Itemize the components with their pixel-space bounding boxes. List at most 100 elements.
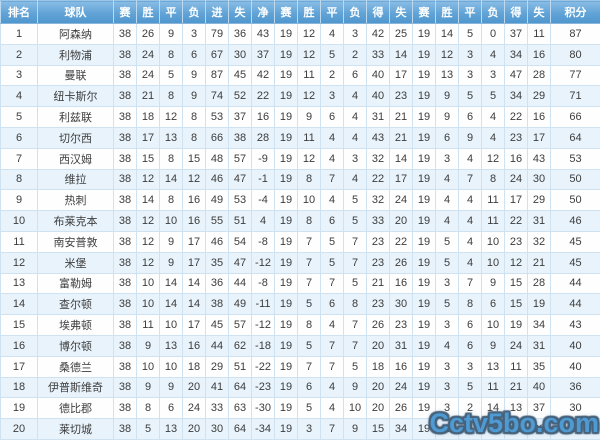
cell-t-lost: 16: [182, 334, 206, 357]
cell-t-lost: 14: [182, 293, 206, 316]
cell-a-lost: 6: [481, 293, 505, 316]
cell-t-gd: -18: [251, 334, 275, 357]
cell-a-gf: 47: [504, 64, 528, 87]
team-name-cell: 查尔顿: [37, 293, 114, 316]
cell-h-won: 5: [297, 334, 321, 357]
team-name-cell: 维拉: [37, 168, 114, 191]
cell-a-won: 3: [435, 147, 459, 170]
cell-h-ga: 14: [389, 43, 413, 66]
cell-t-played: 38: [113, 189, 137, 212]
cell-a-gf: 21: [504, 376, 528, 399]
table-row: 4 纽卡斯尔 38 21 8 9 74 52 22 19 12 3 4 40 23 19 9 5 5 34 29 71: [0, 85, 600, 108]
cell-h-played: 19: [274, 334, 298, 357]
cell-t-gf: 35: [205, 251, 229, 274]
cell-points: 45: [550, 251, 600, 274]
cell-t-lost: 6: [182, 43, 206, 66]
cell-h-drawn: 4: [320, 376, 344, 399]
cell-rank: 11: [0, 230, 38, 253]
cell-h-drawn: 4: [320, 126, 344, 149]
cell-h-lost: 7: [343, 334, 367, 357]
cell-h-gf: 33: [366, 210, 390, 232]
team-name-cell: 伊普斯维奇: [37, 376, 114, 399]
cell-h-lost: 8: [343, 293, 367, 316]
cell-rank: 8: [0, 168, 38, 191]
cell-h-won: 9: [297, 106, 321, 128]
cell-h-won: 12: [297, 85, 321, 108]
cell-h-drawn: 5: [320, 251, 344, 274]
cell-rank: 17: [0, 355, 38, 378]
cell-a-drawn: 3: [458, 43, 482, 66]
cell-h-played: 19: [274, 397, 298, 420]
cell-t-gd: 43: [251, 23, 275, 45]
cell-a-ga: 35: [527, 355, 551, 378]
cell-t-played: 38: [113, 43, 137, 66]
cell-points: 50: [550, 168, 600, 191]
cell-h-played: 19: [274, 314, 298, 336]
cell-h-lost: 4: [343, 168, 367, 191]
team-name-cell: 德比郡: [37, 397, 114, 420]
cell-t-played: 38: [113, 272, 137, 295]
cell-a-gf: 24: [504, 334, 528, 357]
cell-t-won: 12: [136, 210, 160, 232]
team-name-cell: 纽卡斯尔: [37, 85, 114, 108]
table-row: 7 西汉姆 38 15 8 15 48 57 -9 19 12 4 3 32 14 19 3 4 12 16 43 53: [0, 147, 600, 170]
cell-h-lost: 7: [343, 230, 367, 253]
cell-h-played: 19: [274, 189, 298, 212]
cell-h-played: 19: [274, 106, 298, 128]
cell-points: 53: [550, 147, 600, 170]
cell-points: 71: [550, 85, 600, 108]
cell-h-gf: 31: [366, 106, 390, 128]
table-row: 5 利兹联 38 18 12 8 53 37 16 19 9 6 4 31 21 19 9 6 4 22 16 66: [0, 106, 600, 128]
table-row: 20 莱切城 38 5 13 20 30 64 -34 19 3 7 9 15 34 19 2 6 11 15 30 28: [0, 418, 600, 440]
cell-a-played: 19: [412, 334, 436, 357]
cell-h-played: 19: [274, 23, 298, 45]
table-row: 13 富勒姆 38 10 14 14 36 44 -8 19 7 7 5 21 16 19 3 7 9 15 28 44: [0, 272, 600, 295]
cell-a-ga: 34: [527, 314, 551, 336]
cell-a-played: 19: [412, 418, 436, 440]
cell-a-drawn: 7: [458, 168, 482, 191]
cell-a-gf: 16: [504, 147, 528, 170]
cell-h-ga: 30: [389, 293, 413, 316]
cell-points: 44: [550, 293, 600, 316]
cell-t-lost: 12: [182, 168, 206, 191]
cell-t-ga: 47: [228, 251, 252, 274]
cell-a-played: 19: [412, 272, 436, 295]
cell-t-played: 38: [113, 126, 137, 149]
cell-a-lost: 14: [481, 397, 505, 420]
column-header-t-gd: 净: [251, 0, 275, 24]
cell-a-won: 3: [435, 272, 459, 295]
cell-t-ga: 54: [228, 230, 252, 253]
cell-t-drawn: 10: [159, 355, 183, 378]
team-name-cell: 米堡: [37, 251, 114, 274]
cell-points: 80: [550, 43, 600, 66]
team-name-cell: 西汉姆: [37, 147, 114, 170]
cell-t-gd: -22: [251, 355, 275, 378]
cell-h-ga: 31: [389, 334, 413, 357]
team-name-cell: 南安普敦: [37, 230, 114, 253]
cell-t-ga: 47: [228, 168, 252, 191]
column-header-points: 积分: [550, 0, 600, 24]
cell-t-drawn: 8: [159, 85, 183, 108]
cell-h-won: 8: [297, 314, 321, 336]
cell-h-won: 8: [297, 168, 321, 191]
cell-t-played: 38: [113, 230, 137, 253]
cell-t-ga: 62: [228, 334, 252, 357]
cell-t-played: 38: [113, 418, 137, 440]
cell-a-drawn: 3: [458, 355, 482, 378]
cell-a-gf: 34: [504, 43, 528, 66]
cell-t-lost: 8: [182, 126, 206, 149]
cell-t-drawn: 8: [159, 147, 183, 170]
cell-t-won: 11: [136, 314, 160, 336]
column-header-t-ga: 失: [228, 0, 252, 24]
cell-t-lost: 24: [182, 397, 206, 420]
cell-t-lost: 20: [182, 376, 206, 399]
cell-a-ga: 32: [527, 230, 551, 253]
cell-h-lost: 3: [343, 147, 367, 170]
cell-h-won: 10: [297, 189, 321, 212]
cell-t-won: 9: [136, 376, 160, 399]
cell-h-lost: 6: [343, 64, 367, 87]
cell-h-won: 11: [297, 64, 321, 87]
cell-t-won: 17: [136, 126, 160, 149]
cell-a-gf: 24: [504, 168, 528, 191]
cell-a-ga: 21: [527, 251, 551, 274]
